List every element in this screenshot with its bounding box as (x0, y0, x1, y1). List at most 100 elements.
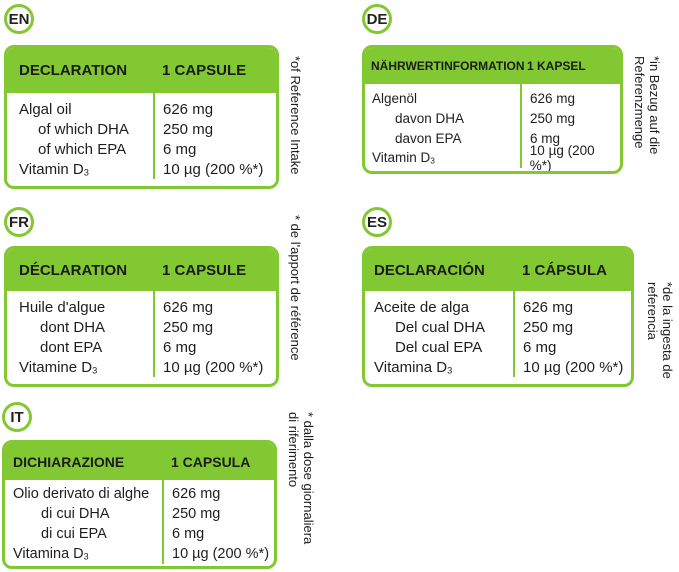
table-row: davon DHA 250 mg (365, 108, 620, 128)
row-value: 626 mg (163, 100, 214, 118)
nutrition-panel-de: NÄHRWERTINFORMATION 1 KAPSEL Algenöl 626 … (362, 45, 623, 174)
row-label: Vitamin D3 (7, 161, 154, 178)
vitamin-label: Vitamina D (13, 546, 84, 562)
lang-badge-it: IT (2, 402, 32, 432)
table-row: Vitamin D3 10 µg (200 %*) (7, 159, 276, 179)
row-label: Vitamina D3 (365, 359, 514, 376)
lang-code: EN (8, 10, 30, 28)
table-row: Huile d'algue 626 mg (7, 297, 276, 317)
table-row: Vitamin D3 10 µg (200 %*) (365, 143, 620, 171)
row-label: di cui DHA (41, 506, 110, 522)
footnote-it: * dalla dose giornaliera di riferimento (286, 412, 316, 544)
table-row: Algal oil 626 mg (7, 99, 276, 119)
header-serving: 1 KAPSEL (527, 59, 586, 73)
panel-rows: Algal oil 626 mg of which DHA 250 mg of wh… (7, 93, 276, 179)
row-label: dont DHA (40, 318, 106, 336)
row-value: 250 mg (172, 506, 221, 522)
vitamin-subscript: 3 (447, 364, 453, 375)
footnote-es: *de la ingesta de referencia (645, 282, 675, 379)
row-value: 626 mg (530, 90, 576, 106)
lang-code: IT (10, 408, 24, 426)
row-value: 6 mg (530, 130, 561, 146)
nutrition-panel-it: DICHIARAZIONE 1 CAPSULA Olio derivato di… (2, 440, 277, 569)
row-label: Algenöl (372, 90, 418, 106)
footnote-line: referencia (645, 282, 660, 340)
table-row: Olio derivato di alghe 626 mg (5, 484, 274, 504)
vitamin-label: Vitamin D (372, 150, 431, 166)
nutrition-panel-fr: DÉCLARATION 1 CAPSULE Huile d'algue 626 m… (4, 246, 279, 387)
vitamin-subscript: 3 (83, 551, 89, 562)
column-divider (162, 480, 164, 564)
vitamin-label: Vitamin D (19, 160, 84, 178)
row-label: Del cual DHA (395, 318, 486, 336)
lang-badge-es: ES (362, 207, 392, 237)
lang-badge-en: EN (4, 4, 34, 34)
row-label: Vitamina D3 (5, 546, 163, 562)
nutrition-panel-en: DECLARATION 1 CAPSULE Algal oil 626 mg of… (4, 45, 279, 189)
row-value: 6 mg (523, 338, 557, 356)
footnote-de: *in Bezug auf die Referenzmenge (632, 56, 662, 154)
lang-badge-de: DE (362, 4, 392, 34)
row-value: 250 mg (530, 110, 576, 126)
panel-header: DECLARATION 1 CAPSULE (7, 48, 276, 93)
table-row: dont EPA 6 mg (7, 337, 276, 357)
row-label: Algal oil (19, 100, 72, 118)
panel-header: DICHIARAZIONE 1 CAPSULA (5, 443, 274, 480)
panel-rows: Algenöl 626 mg davon DHA 250 mg davon EPA 6… (365, 84, 620, 171)
table-row: Algenöl 626 mg (365, 88, 620, 108)
vitamin-subscript: 3 (83, 166, 89, 177)
table-row: of which EPA 6 mg (7, 139, 276, 159)
footnote-fr: * de l'apport de référence (288, 215, 303, 361)
row-label: Huile d'algue (19, 298, 106, 316)
row-value: 250 mg (163, 120, 214, 138)
panel-rows: Olio derivato di alghe 626 mg di cui DHA 2… (5, 480, 274, 564)
footnote-line: *in Bezug auf die (647, 56, 662, 155)
table-row: di cui DHA 250 mg (5, 504, 274, 524)
vitamin-label: Vitamina D (374, 358, 448, 376)
footnote-line: *de la ingesta de (660, 282, 675, 379)
nutrition-panel-es: DECLARACIÓN 1 CÁPSULA Aceite de alga 626 … (362, 246, 634, 387)
row-label: Olio derivato di alghe (13, 486, 150, 502)
table-row: di cui EPA 6 mg (5, 524, 274, 544)
row-value: 10 µg (200 %*) (523, 358, 624, 376)
row-value: 626 mg (523, 298, 574, 316)
footnote-line: *of Reference Intake (288, 56, 303, 175)
table-row: Vitamina D3 10 µg (200 %*) (365, 357, 631, 377)
row-label: of which EPA (38, 140, 127, 158)
row-label: Del cual EPA (395, 338, 483, 356)
header-declaration: DECLARATION (19, 62, 128, 79)
vitamin-subscript: 3 (430, 155, 435, 166)
footnote-line: di riferimento (286, 412, 301, 488)
row-value: 6 mg (163, 338, 197, 356)
table-row: Aceite de alga 626 mg (365, 297, 631, 317)
row-label: davon DHA (395, 110, 465, 126)
footnote-line: Referenzmenge (632, 56, 647, 149)
row-label: Vitamin D3 (365, 150, 521, 165)
panel-header: DECLARACIÓN 1 CÁPSULA (365, 249, 631, 291)
row-value: 626 mg (172, 486, 221, 502)
panel-header: NÄHRWERTINFORMATION 1 KAPSEL (365, 48, 620, 84)
row-label: davon EPA (395, 130, 462, 146)
table-row: Del cual DHA 250 mg (365, 317, 631, 337)
column-divider (513, 291, 515, 377)
row-value: 10 µg (200 %*) (163, 358, 264, 376)
row-value: 250 mg (523, 318, 574, 336)
table-row: dont DHA 250 mg (7, 317, 276, 337)
lang-code: FR (9, 213, 29, 231)
header-declaration: NÄHRWERTINFORMATION (371, 59, 525, 73)
row-value: 626 mg (163, 298, 214, 316)
header-serving: 1 CAPSULA (171, 453, 251, 470)
row-value: 250 mg (163, 318, 214, 336)
table-row: Vitamine D3 10 µg (200 %*) (7, 357, 276, 377)
panel-rows: Aceite de alga 626 mg Del cual DHA 250 mg … (365, 291, 631, 377)
row-value: 6 mg (172, 526, 205, 542)
row-value: 10 µg (200 %*) (163, 160, 264, 178)
footnote-en: *of Reference Intake (288, 56, 303, 175)
header-serving: 1 CAPSULE (162, 261, 247, 279)
row-label: di cui EPA (41, 526, 107, 542)
table-row: Vitamina D3 10 µg (200 %*) (5, 544, 274, 564)
lang-code: DE (366, 10, 388, 28)
row-label: dont EPA (40, 338, 103, 356)
lang-code: ES (366, 213, 387, 231)
vitamin-label: Vitamine D (19, 358, 93, 376)
